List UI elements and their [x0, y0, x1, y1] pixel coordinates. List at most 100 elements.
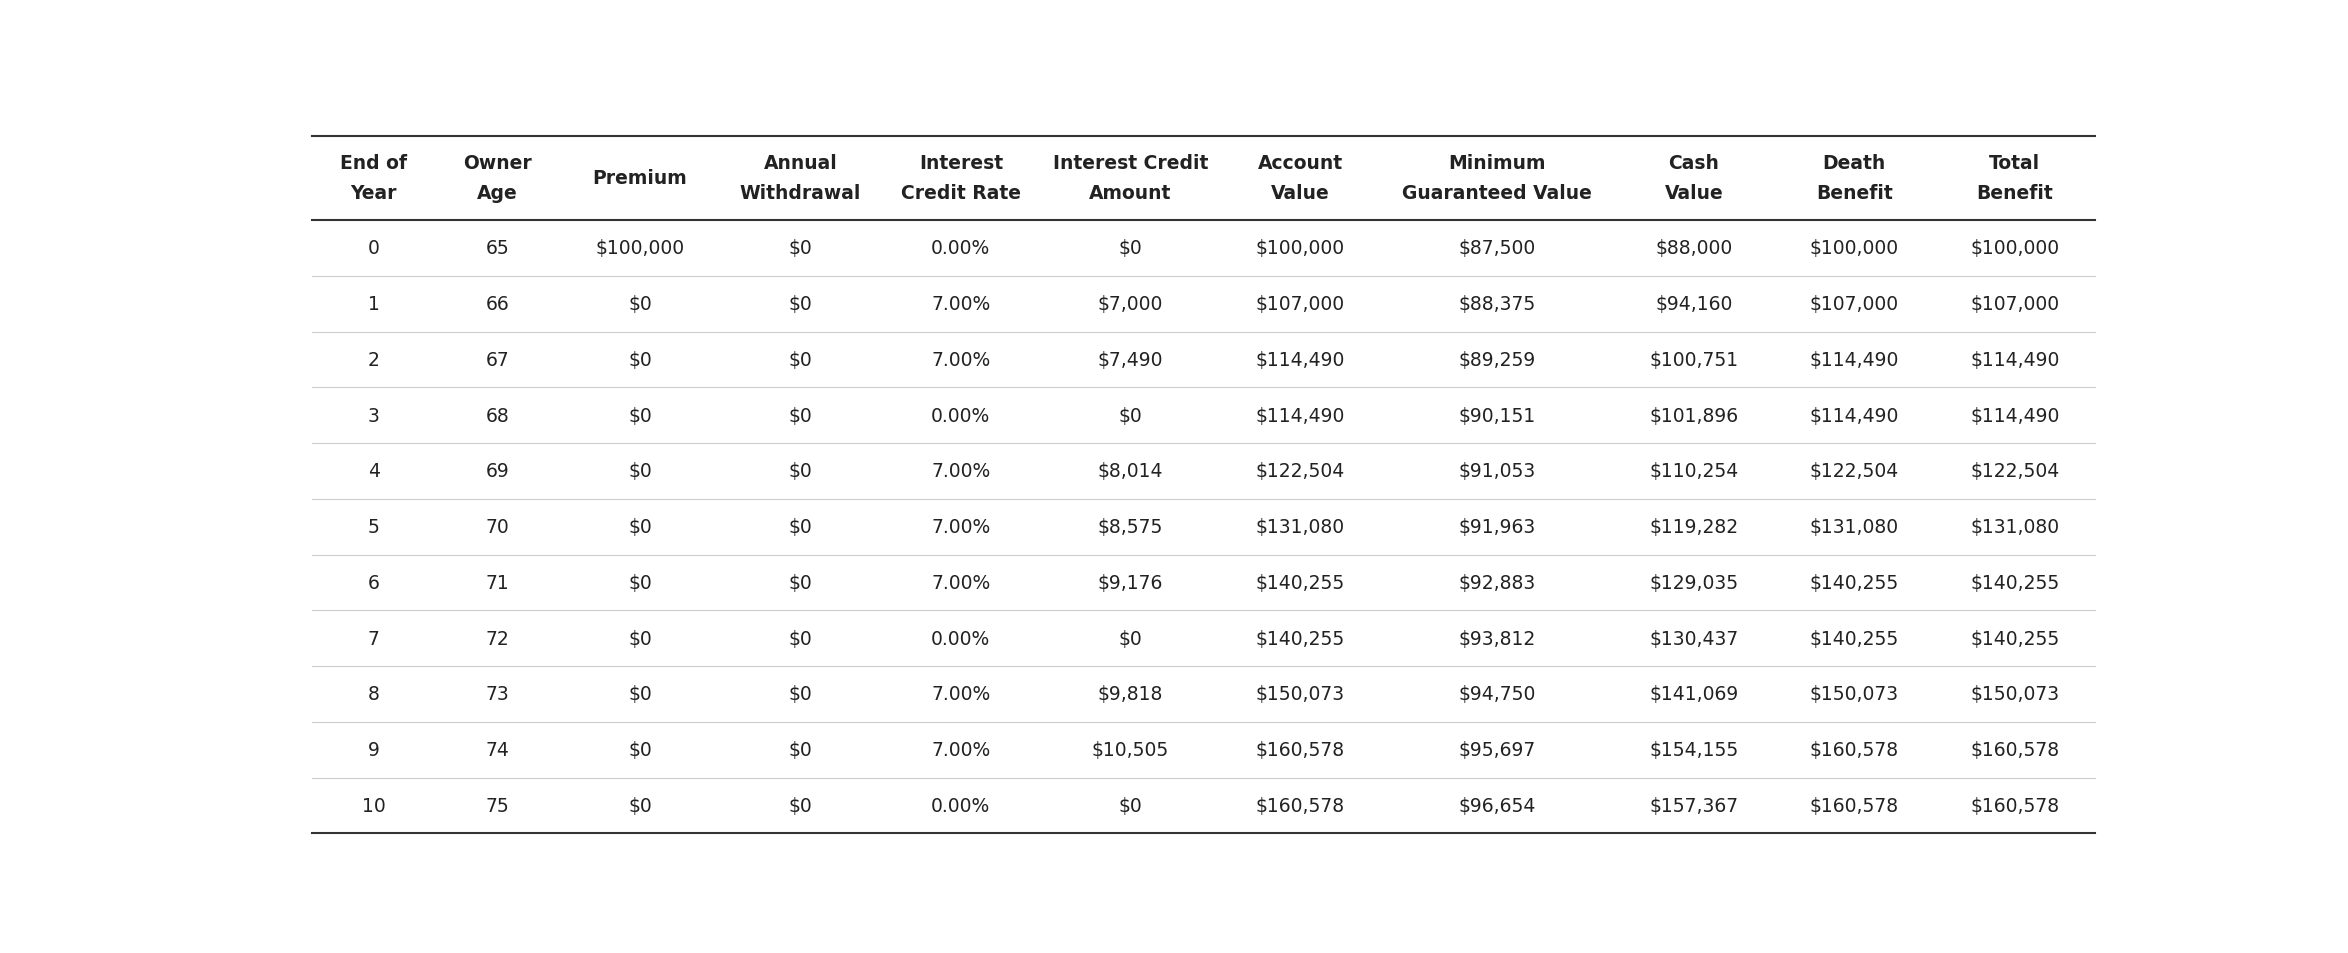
Text: 7.00%: 7.00% — [932, 517, 991, 537]
Text: $131,080: $131,080 — [1810, 517, 1900, 537]
Text: 1: 1 — [369, 294, 380, 314]
Text: $0: $0 — [789, 239, 812, 258]
Text: $96,654: $96,654 — [1458, 796, 1536, 815]
Text: $8,575: $8,575 — [1099, 517, 1162, 537]
Text: 7.00%: 7.00% — [932, 740, 991, 760]
Text: $94,750: $94,750 — [1458, 685, 1536, 703]
Text: $107,000: $107,000 — [1256, 294, 1345, 314]
Text: Premium: Premium — [592, 169, 688, 188]
Text: Withdrawal: Withdrawal — [740, 184, 862, 203]
Text: $0: $0 — [789, 462, 812, 481]
Text: Total: Total — [1989, 153, 2040, 172]
Text: Guaranteed Value: Guaranteed Value — [1402, 184, 1592, 203]
Text: 9: 9 — [369, 740, 380, 760]
Text: 7.00%: 7.00% — [932, 685, 991, 703]
Text: $0: $0 — [627, 406, 653, 425]
Text: $160,578: $160,578 — [1970, 740, 2059, 760]
Text: $119,282: $119,282 — [1648, 517, 1738, 537]
Text: 66: 66 — [486, 294, 510, 314]
Text: $114,490: $114,490 — [1810, 351, 1900, 370]
Text: 70: 70 — [486, 517, 510, 537]
Text: Owner: Owner — [463, 153, 533, 172]
Text: $140,255: $140,255 — [1970, 629, 2059, 648]
Text: $91,963: $91,963 — [1458, 517, 1536, 537]
Text: $114,490: $114,490 — [1970, 406, 2059, 425]
Text: Benefit: Benefit — [1977, 184, 2052, 203]
Text: $0: $0 — [627, 629, 653, 648]
Text: $0: $0 — [1118, 239, 1141, 258]
Text: 8: 8 — [369, 685, 380, 703]
Text: $157,367: $157,367 — [1648, 796, 1738, 815]
Text: $101,896: $101,896 — [1648, 406, 1738, 425]
Text: 65: 65 — [486, 239, 510, 258]
Text: $88,000: $88,000 — [1655, 239, 1733, 258]
Text: 0.00%: 0.00% — [932, 629, 991, 648]
Text: $10,505: $10,505 — [1092, 740, 1169, 760]
Text: 0.00%: 0.00% — [932, 406, 991, 425]
Text: $114,490: $114,490 — [1810, 406, 1900, 425]
Text: $107,000: $107,000 — [1970, 294, 2059, 314]
Text: $160,578: $160,578 — [1970, 796, 2059, 815]
Text: Cash: Cash — [1669, 153, 1719, 172]
Text: $0: $0 — [627, 294, 653, 314]
Text: 7.00%: 7.00% — [932, 462, 991, 481]
Text: $131,080: $131,080 — [1256, 517, 1345, 537]
Text: $150,073: $150,073 — [1256, 685, 1345, 703]
Text: $100,000: $100,000 — [1256, 239, 1345, 258]
Text: $7,490: $7,490 — [1097, 351, 1162, 370]
Text: $140,255: $140,255 — [1256, 574, 1345, 593]
Text: 73: 73 — [486, 685, 510, 703]
Text: $160,578: $160,578 — [1810, 796, 1900, 815]
Text: $94,160: $94,160 — [1655, 294, 1733, 314]
Text: 74: 74 — [486, 740, 510, 760]
Text: $0: $0 — [789, 796, 812, 815]
Text: $0: $0 — [789, 685, 812, 703]
Text: Interest: Interest — [918, 153, 1003, 172]
Text: $114,490: $114,490 — [1256, 406, 1345, 425]
Text: $95,697: $95,697 — [1458, 740, 1536, 760]
Text: $90,151: $90,151 — [1458, 406, 1536, 425]
Text: $8,014: $8,014 — [1097, 462, 1162, 481]
Text: $93,812: $93,812 — [1458, 629, 1536, 648]
Text: $100,000: $100,000 — [596, 239, 686, 258]
Text: 4: 4 — [369, 462, 380, 481]
Text: $9,176: $9,176 — [1099, 574, 1162, 593]
Text: 7.00%: 7.00% — [932, 351, 991, 370]
Text: 68: 68 — [486, 406, 510, 425]
Text: $100,000: $100,000 — [1970, 239, 2059, 258]
Text: $107,000: $107,000 — [1810, 294, 1900, 314]
Text: $160,578: $160,578 — [1810, 740, 1900, 760]
Text: $130,437: $130,437 — [1648, 629, 1738, 648]
Text: Credit Rate: Credit Rate — [902, 184, 1021, 203]
Text: 6: 6 — [369, 574, 380, 593]
Text: $0: $0 — [627, 740, 653, 760]
Text: $140,255: $140,255 — [1810, 574, 1900, 593]
Text: $122,504: $122,504 — [1256, 462, 1345, 481]
Text: $0: $0 — [789, 517, 812, 537]
Text: 7.00%: 7.00% — [932, 574, 991, 593]
Text: $100,000: $100,000 — [1810, 239, 1900, 258]
Text: Interest Credit: Interest Credit — [1052, 153, 1209, 172]
Text: Value: Value — [1665, 184, 1723, 203]
Text: $0: $0 — [627, 796, 653, 815]
Text: 7.00%: 7.00% — [932, 294, 991, 314]
Text: $0: $0 — [627, 517, 653, 537]
Text: $0: $0 — [789, 294, 812, 314]
Text: 67: 67 — [486, 351, 510, 370]
Text: $0: $0 — [627, 351, 653, 370]
Text: 7: 7 — [369, 629, 380, 648]
Text: $89,259: $89,259 — [1458, 351, 1536, 370]
Text: $141,069: $141,069 — [1648, 685, 1738, 703]
Text: $140,255: $140,255 — [1810, 629, 1900, 648]
Text: Death: Death — [1822, 153, 1885, 172]
Text: $114,490: $114,490 — [1970, 351, 2059, 370]
Text: 71: 71 — [486, 574, 510, 593]
Text: Minimum: Minimum — [1449, 153, 1545, 172]
Text: 69: 69 — [486, 462, 510, 481]
Text: $160,578: $160,578 — [1256, 740, 1345, 760]
Text: $110,254: $110,254 — [1648, 462, 1738, 481]
Text: 72: 72 — [486, 629, 510, 648]
Text: $0: $0 — [1118, 629, 1141, 648]
Text: $0: $0 — [789, 351, 812, 370]
Text: $129,035: $129,035 — [1648, 574, 1738, 593]
